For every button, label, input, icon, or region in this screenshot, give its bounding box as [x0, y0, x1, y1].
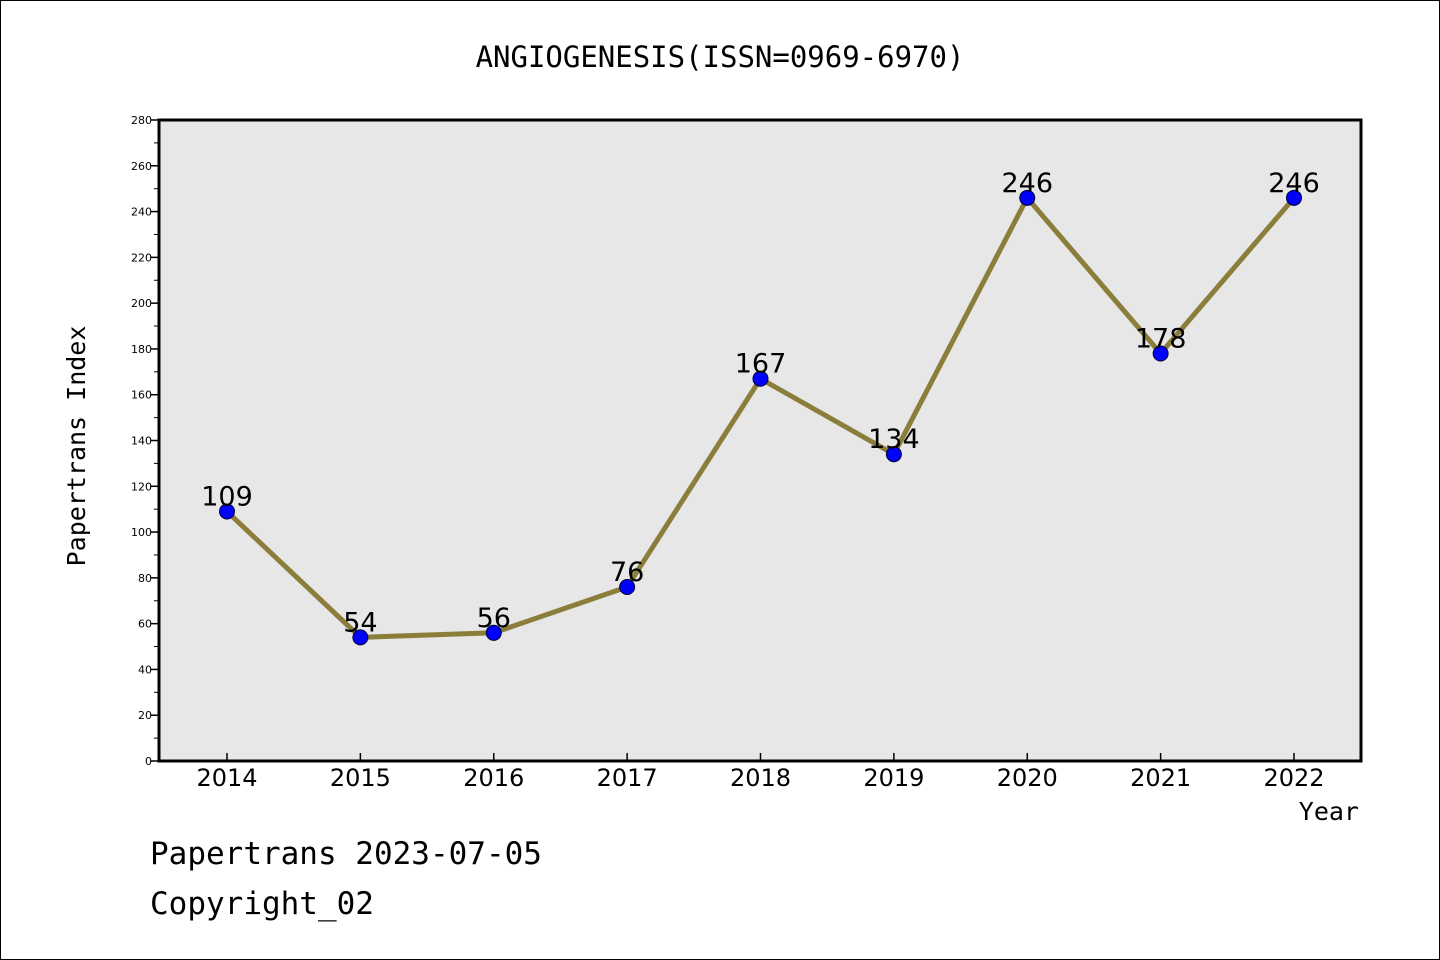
y-tick-label: 160 — [131, 389, 152, 402]
y-tick-label: 20 — [138, 709, 152, 722]
data-label: 56 — [477, 603, 511, 634]
data-point — [352, 629, 369, 646]
x-tick-label: 2022 — [1263, 764, 1324, 792]
data-point — [619, 579, 636, 596]
y-tick-label: 120 — [131, 480, 152, 493]
x-tick-label: 2014 — [196, 764, 257, 792]
x-tick-label: 2020 — [997, 764, 1058, 792]
data-point — [1286, 189, 1302, 206]
y-tick-label: 60 — [138, 618, 152, 631]
y-axis-ticks: 0 20 40 60 80 100 120 140 160 180 200 220 240 260 280 — [131, 114, 159, 768]
y-tick-label: 280 — [131, 114, 152, 127]
x-tick-label: 2018 — [730, 764, 791, 792]
data-point — [485, 624, 502, 641]
data-label: 54 — [343, 607, 377, 638]
data-label: 109 — [201, 481, 253, 512]
data-label: 178 — [1135, 324, 1187, 355]
data-label: 246 — [1268, 168, 1320, 199]
data-point — [885, 446, 902, 463]
y-tick-label: 260 — [131, 160, 152, 173]
data-label: 76 — [610, 557, 644, 588]
x-axis-label: Year — [1299, 797, 1359, 826]
x-axis-ticks: 2014 2015 2016 2017 2018 2019 2020 2021 2022 — [196, 753, 1325, 792]
x-tick-label: 2015 — [330, 764, 391, 792]
data-point — [1019, 189, 1036, 206]
data-labels: 109 54 56 76 167 134 246 178 246 — [201, 168, 1320, 639]
data-point — [219, 503, 235, 520]
x-tick-label: 2017 — [597, 764, 658, 792]
x-tick-label: 2016 — [463, 764, 524, 792]
y-tick-label: 100 — [131, 526, 152, 539]
data-label: 167 — [735, 349, 787, 380]
plot-area — [157, 118, 1363, 763]
x-tick-label: 2019 — [863, 764, 924, 792]
y-tick-label: 200 — [131, 297, 152, 310]
footer-stamp: Papertrans 2023-07-05 — [150, 836, 542, 872]
footer-copyright: Copyright_02 — [150, 886, 374, 922]
data-markers — [219, 189, 1302, 646]
y-tick-label: 40 — [138, 663, 152, 676]
y-tick-label: 240 — [131, 206, 152, 219]
y-tick-label: 0 — [145, 755, 152, 768]
data-label: 134 — [868, 424, 920, 455]
data-point — [752, 370, 769, 387]
chart-title: ANGIOGENESIS(ISSN=0969-6970) — [476, 40, 965, 74]
y-tick-label: 220 — [131, 251, 152, 264]
x-tick-label: 2021 — [1130, 764, 1191, 792]
y-tick-label: 180 — [131, 343, 152, 356]
y-axis-label: Papertrans Index — [62, 326, 91, 567]
data-point — [1152, 345, 1169, 362]
data-label: 246 — [1001, 168, 1053, 199]
y-tick-label: 80 — [138, 572, 152, 585]
y-tick-label: 140 — [131, 435, 152, 448]
